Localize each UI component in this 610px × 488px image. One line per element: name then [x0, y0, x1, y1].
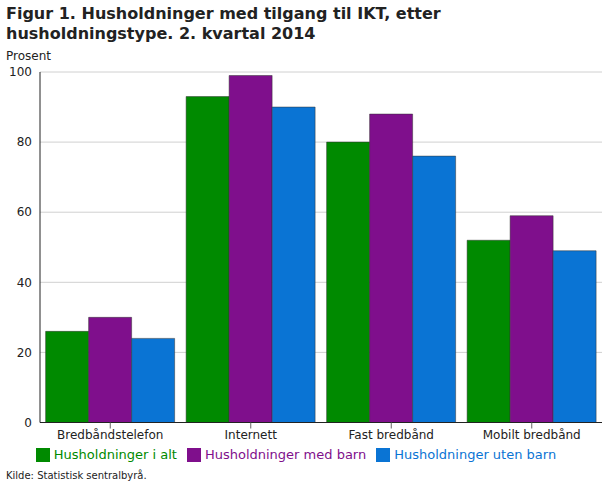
html-text:Prosent: Prosent	[6, 49, 51, 63]
html-text:Husholdninger med barn: Husholdninger med barn	[204, 446, 367, 462]
svg-text:80: 80	[17, 135, 32, 149]
html-text:Kilde: Statistisk sentralbyrå.: Kilde: Statistisk sentralbyrå.	[6, 470, 147, 481]
svg-text:0: 0	[24, 416, 32, 430]
svg-text:100: 100	[9, 65, 32, 79]
svg-text:Mobilt bredbånd: Mobilt bredbånd	[483, 428, 581, 442]
svg-text:60: 60	[17, 205, 32, 219]
svg-text:Internett: Internett	[225, 428, 278, 442]
html-text:Husholdninger uten barn: Husholdninger uten barn	[394, 446, 557, 462]
svg-text:20: 20	[17, 346, 32, 360]
svg-text:Fast bredbånd: Fast bredbånd	[349, 428, 434, 442]
html-text:Figur 1. Husholdninger med til: Figur 1. Husholdninger med tilgang til I…	[6, 4, 441, 43]
html-text:Husholdninger i alt: Husholdninger i alt	[53, 446, 177, 462]
svg-text:40: 40	[17, 276, 32, 290]
svg-text:Bredbåndstelefon: Bredbåndstelefon	[57, 428, 163, 442]
